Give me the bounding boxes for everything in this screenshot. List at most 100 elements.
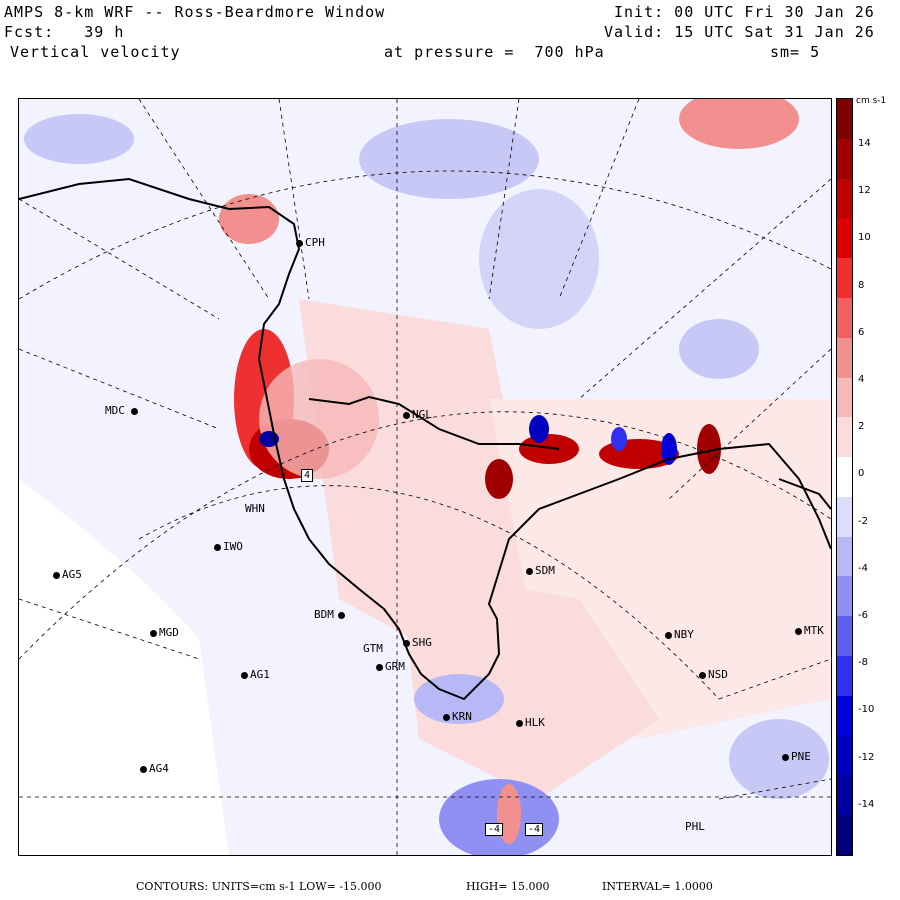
contour-label: -4 xyxy=(485,823,504,836)
colorbar-segment xyxy=(837,815,852,856)
station-nsd[interactable]: NSD xyxy=(699,669,728,680)
station-marker-icon xyxy=(526,567,533,575)
station-ag4[interactable]: AG4 xyxy=(140,763,169,774)
colorbar-tick-label: -8 xyxy=(858,657,868,669)
colorbar-tick-label: 6 xyxy=(858,326,865,338)
colorbar-segment xyxy=(837,417,852,458)
field-name: Vertical velocity xyxy=(10,43,181,61)
colorbar-tick-label: -4 xyxy=(858,562,868,574)
smoothing: sm= 5 xyxy=(770,43,821,61)
colorbar-tick-label: -12 xyxy=(858,751,875,763)
colorbar-tick-label: 8 xyxy=(858,279,865,291)
blue-patch xyxy=(479,189,599,329)
footer-contours: CONTOURS: UNITS=cm s-1 LOW= -15.000 xyxy=(136,880,382,893)
map-canvas xyxy=(19,99,831,855)
station-hlk[interactable]: HLK xyxy=(516,717,545,728)
contour-label: 4 xyxy=(301,469,314,482)
station-marker-icon xyxy=(150,629,157,637)
blue-patch xyxy=(24,114,134,164)
colorbar-tick-label: -14 xyxy=(858,798,875,810)
station-krn[interactable]: KRN xyxy=(443,711,472,722)
colorbar-tick-label: 4 xyxy=(858,374,865,385)
colorbar-segment xyxy=(837,695,852,737)
station-pne[interactable]: PNE xyxy=(782,751,811,762)
colorbar xyxy=(836,98,853,856)
station-iwo[interactable]: IWO xyxy=(214,541,243,552)
footer-high: HIGH= 15.000 xyxy=(466,880,550,893)
colorbar-segment xyxy=(837,99,852,140)
station-gtm[interactable]: GTM xyxy=(363,642,383,655)
white-region-west xyxy=(19,479,229,855)
station-mgd[interactable]: MGD xyxy=(150,627,179,638)
colorbar-segment xyxy=(837,377,852,418)
station-marker-icon xyxy=(241,671,248,679)
station-marker-icon xyxy=(296,239,303,247)
station-cph[interactable]: CPH xyxy=(296,237,325,248)
station-shg[interactable]: SHG xyxy=(403,637,432,648)
station-ag5[interactable]: AG5 xyxy=(53,569,82,580)
colorbar-segment xyxy=(837,496,852,538)
footer-interval: INTERVAL= 1.0000 xyxy=(602,880,713,893)
station-sdm[interactable]: SDM xyxy=(526,565,555,576)
station-bdm[interactable]: BDM xyxy=(314,609,347,620)
pressure-level: at pressure = 700 hPa xyxy=(384,43,605,61)
colorbar-units: cm s-1 xyxy=(856,96,887,106)
blue-patch xyxy=(729,719,829,799)
colorbar-segment xyxy=(837,218,852,259)
station-ngl[interactable]: NGL xyxy=(403,409,432,420)
coastline xyxy=(19,177,831,701)
station-marker-icon xyxy=(140,765,147,773)
station-marker-icon xyxy=(443,713,450,721)
blue-patch xyxy=(359,119,539,199)
station-whn[interactable]: WHN xyxy=(245,502,265,515)
vertical-velocity-map[interactable]: 4 -4 -4 CPH MDC NGL WHN IWO AG5 SDM BDM … xyxy=(18,98,832,856)
red-patch xyxy=(519,434,579,464)
colorbar-tick-label: -6 xyxy=(858,610,868,621)
colorbar-tick-label: 10 xyxy=(858,232,871,244)
station-marker-icon xyxy=(214,543,221,551)
colorbar-segment xyxy=(837,536,852,577)
station-marker-icon xyxy=(403,639,410,647)
contour-label: -4 xyxy=(525,823,544,836)
colorbar-tick-label: 12 xyxy=(858,185,871,197)
red-patch xyxy=(679,99,799,149)
colorbar-tick-label: 0 xyxy=(858,468,865,480)
station-marker-icon xyxy=(337,611,345,619)
station-mtk[interactable]: MTK xyxy=(795,625,824,636)
colorbar-tick-label: -2 xyxy=(858,515,868,527)
colorbar-tick-label: 14 xyxy=(858,138,871,149)
valid-time: Valid: 15 UTC Sat 31 Jan 26 xyxy=(604,23,875,41)
red-patch xyxy=(259,359,379,479)
station-marker-icon xyxy=(376,663,383,671)
model-title: AMPS 8-km WRF -- Ross-Beardmore Window xyxy=(4,3,386,21)
station-marker-icon xyxy=(782,753,789,761)
colorbar-segment xyxy=(837,337,852,379)
station-marker-icon xyxy=(130,407,138,415)
blue-patch xyxy=(679,319,759,379)
colorbar-tick-label: 2 xyxy=(858,421,865,433)
blue-core xyxy=(611,427,627,451)
station-grm[interactable]: GRM xyxy=(376,661,405,672)
station-ag1[interactable]: AG1 xyxy=(241,669,270,680)
station-marker-icon xyxy=(699,671,706,679)
colorbar-segment xyxy=(837,178,852,219)
station-nby[interactable]: NBY xyxy=(665,629,694,640)
blue-core xyxy=(529,415,549,443)
colorbar-segment xyxy=(837,258,852,299)
forecast-hour: Fcst: 39 h xyxy=(4,23,125,41)
station-mdc[interactable]: MDC xyxy=(105,405,140,416)
station-marker-icon xyxy=(53,571,60,579)
blue-core xyxy=(661,433,677,465)
colorbar-segment xyxy=(837,616,852,657)
colorbar-tick-label: -10 xyxy=(858,704,875,716)
graticule xyxy=(19,99,831,855)
red-patch xyxy=(697,424,721,474)
colorbar-segment xyxy=(837,457,852,498)
station-phl[interactable]: PHL xyxy=(685,820,705,833)
station-marker-icon xyxy=(516,719,523,727)
station-marker-icon xyxy=(403,411,410,419)
station-marker-icon xyxy=(665,631,672,639)
red-patch xyxy=(485,459,513,499)
colorbar-segment xyxy=(837,735,852,776)
warm-region-south xyxy=(399,569,659,799)
